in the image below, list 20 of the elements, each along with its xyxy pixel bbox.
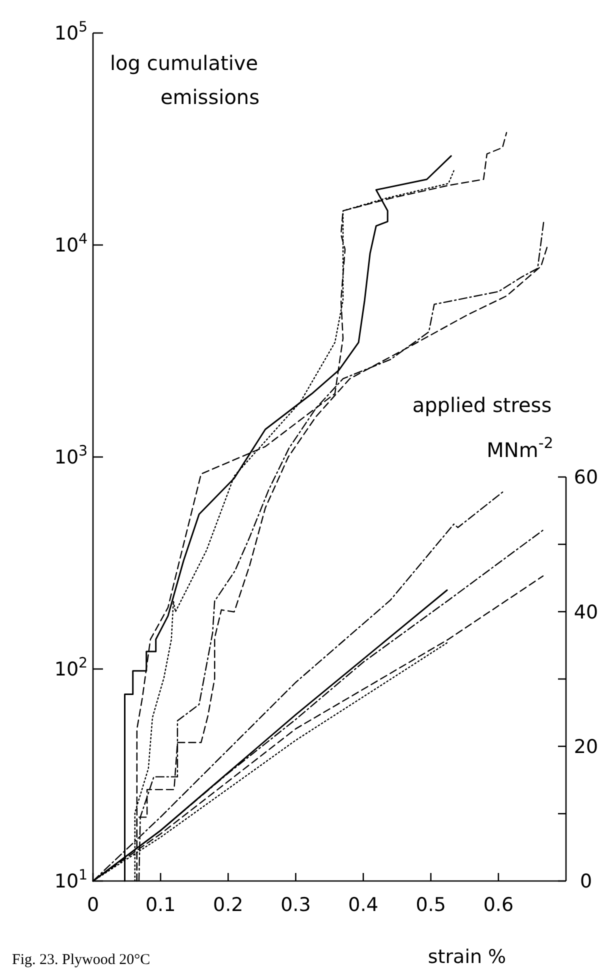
y-tick-label: 10$^{1}$ (54, 868, 88, 893)
y-axis-title: log cumulative emissions (110, 51, 260, 109)
y2-tick-label: 20 (574, 736, 598, 758)
x-tick-label: 0.6 (483, 894, 514, 916)
x-tick-label: 0.1 (145, 894, 176, 916)
caption: Fig. 23. Plywood 20°C (12, 952, 150, 968)
x-tick-label: 0.5 (416, 894, 446, 916)
x-tick-label: 0.2 (213, 894, 244, 916)
y-tick-label: 10$^{3}$ (54, 444, 88, 469)
y-tick-label: 10$^{2}$ (54, 656, 88, 681)
x-tick-label: 0.3 (280, 894, 311, 916)
x-tick-label: 0.4 (348, 894, 378, 916)
x-tick-label: 0 (86, 894, 100, 916)
y2-tick-label: 60 (574, 466, 598, 489)
y2-axis-title: applied stress MNm$^{-2}$ (412, 393, 554, 462)
x-axis-title: strain % (428, 946, 506, 968)
y2-tick-label: 40 (574, 601, 598, 624)
y-tick-label: 10$^{4}$ (54, 232, 88, 257)
y2-tick-label: 0 (580, 870, 592, 893)
y-tick-label: 10$^{5}$ (54, 20, 88, 45)
